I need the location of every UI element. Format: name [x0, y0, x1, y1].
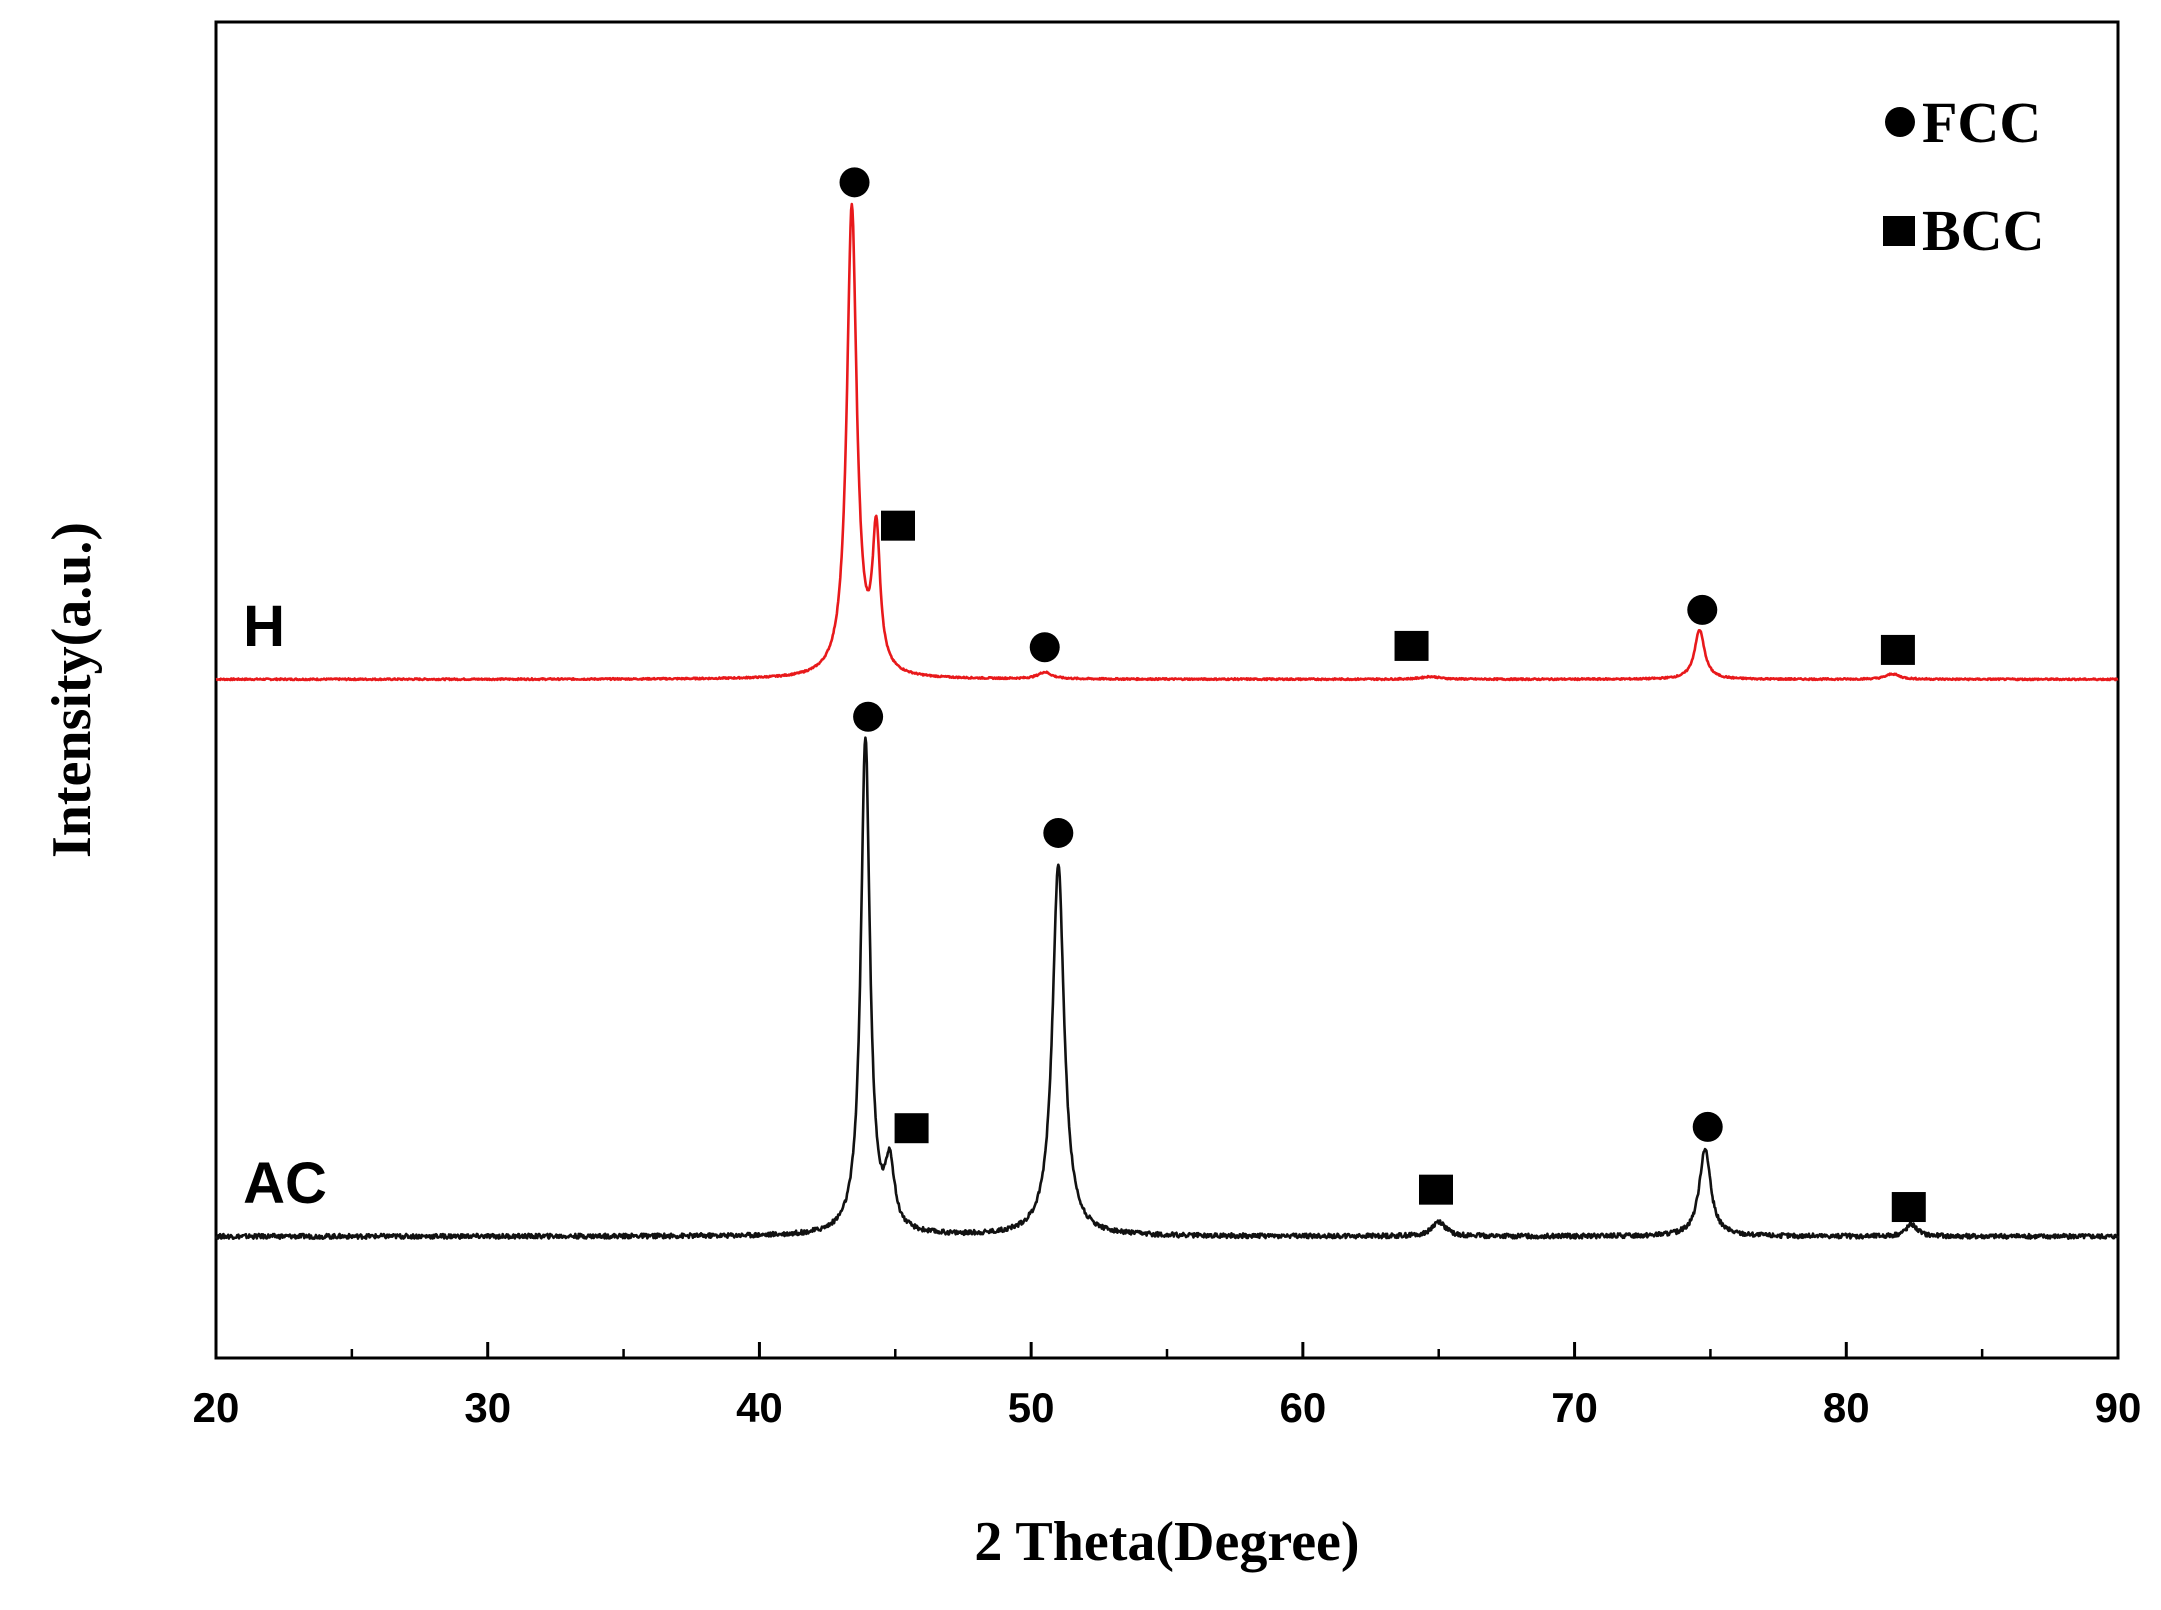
phase-markers	[839, 167, 1926, 1223]
legend-label: BCC	[1922, 198, 2044, 263]
series-label-h: H	[243, 594, 285, 659]
x-tick-label: 90	[2095, 1384, 2142, 1431]
series-labels: H AC	[243, 594, 327, 1216]
fcc-marker	[1687, 594, 1718, 625]
fcc-marker	[839, 167, 870, 198]
fcc-marker	[853, 701, 884, 732]
x-tick-label: 40	[736, 1384, 783, 1431]
series-layer	[214, 202, 2120, 1240]
y-axis-title: Intensity(a.u.)	[41, 522, 103, 858]
x-tick-label: 50	[1008, 1384, 1055, 1431]
x-tick-label: 60	[1279, 1384, 1326, 1431]
fcc-marker	[1043, 817, 1074, 848]
x-tick-label: 70	[1551, 1384, 1598, 1431]
x-tick-label: 20	[193, 1384, 240, 1431]
legend: FCC BCC	[1883, 90, 2044, 263]
legend-circle-icon	[1885, 107, 1915, 137]
bcc-marker	[894, 1113, 929, 1144]
plot-frame	[214, 20, 2120, 1360]
bcc-marker	[881, 510, 916, 541]
series-line-h	[215, 202, 2119, 682]
series-label-ac: AC	[243, 1151, 327, 1216]
legend-square-icon	[1883, 216, 1915, 246]
x-tick-label: 80	[1823, 1384, 1870, 1431]
fcc-marker	[1692, 1111, 1723, 1142]
x-tick-label: 30	[464, 1384, 511, 1431]
x-axis-title: 2 Theta(Degree)	[974, 1511, 1359, 1573]
legend-label: FCC	[1922, 90, 2041, 155]
bcc-marker	[1880, 634, 1915, 665]
bcc-marker	[1418, 1174, 1453, 1205]
bcc-marker	[1891, 1192, 1926, 1223]
series-line-ac	[214, 736, 2120, 1240]
fcc-marker	[1029, 632, 1060, 663]
bcc-marker	[1394, 630, 1429, 661]
x-axis: 20 30 40 50 60 70 80 90	[193, 1342, 2142, 1431]
